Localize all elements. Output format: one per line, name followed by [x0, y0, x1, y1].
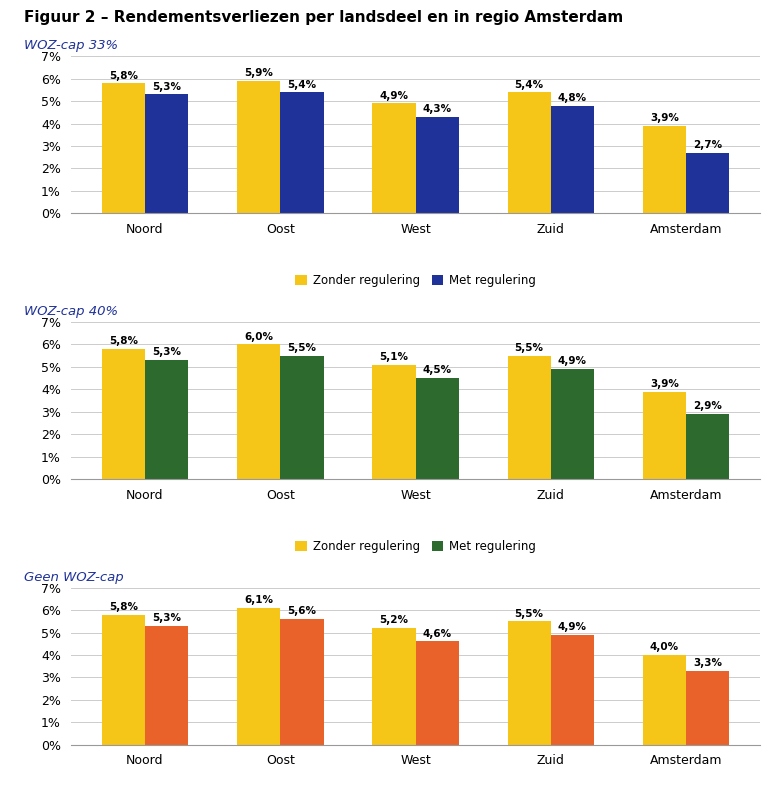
Bar [643, 655, 686, 745]
Bar [102, 349, 145, 479]
Text: 5,9%: 5,9% [244, 68, 273, 78]
Bar [237, 608, 280, 745]
Text: Figuur 2 – Rendementsverliezen per landsdeel en in regio Amsterdam: Figuur 2 – Rendementsverliezen per lands… [24, 10, 622, 25]
Text: 5,1%: 5,1% [379, 352, 408, 362]
Legend: Zonder regulering, Met regulering: Zonder regulering, Met regulering [290, 801, 541, 805]
Bar [102, 614, 145, 745]
Text: 5,8%: 5,8% [109, 602, 138, 612]
Bar [686, 671, 729, 745]
Text: 5,8%: 5,8% [109, 336, 138, 346]
Text: 4,8%: 4,8% [558, 93, 587, 103]
Bar [686, 414, 729, 479]
Bar [551, 634, 594, 745]
Bar [237, 345, 280, 479]
Bar [237, 81, 280, 213]
Bar [280, 356, 324, 479]
Bar [686, 153, 729, 213]
Text: 5,5%: 5,5% [514, 609, 543, 618]
Bar [643, 391, 686, 479]
Bar [102, 83, 145, 213]
Legend: Zonder regulering, Met regulering: Zonder regulering, Met regulering [290, 270, 541, 292]
Text: 4,6%: 4,6% [423, 629, 452, 639]
Bar [416, 117, 459, 213]
Text: 4,5%: 4,5% [423, 365, 452, 375]
Bar [372, 628, 416, 745]
Bar [145, 360, 188, 479]
Bar [416, 642, 459, 745]
Text: WOZ-cap 40%: WOZ-cap 40% [24, 305, 118, 318]
Text: 3,9%: 3,9% [650, 114, 679, 123]
Text: 5,8%: 5,8% [109, 71, 138, 80]
Bar [145, 94, 188, 213]
Bar [551, 105, 594, 213]
Bar [507, 93, 551, 213]
Text: 5,3%: 5,3% [152, 82, 181, 92]
Text: 5,2%: 5,2% [379, 615, 408, 625]
Bar [507, 621, 551, 745]
Bar [551, 369, 594, 479]
Text: 5,3%: 5,3% [152, 613, 181, 623]
Text: 4,3%: 4,3% [423, 104, 452, 114]
Bar [507, 356, 551, 479]
Text: 5,5%: 5,5% [288, 343, 317, 353]
Legend: Zonder regulering, Met regulering: Zonder regulering, Met regulering [290, 535, 541, 558]
Text: 2,9%: 2,9% [693, 401, 722, 411]
Text: 4,9%: 4,9% [558, 357, 587, 366]
Text: 6,0%: 6,0% [244, 332, 273, 342]
Text: 5,4%: 5,4% [287, 80, 317, 89]
Text: 2,7%: 2,7% [693, 140, 722, 150]
Text: 4,9%: 4,9% [558, 622, 587, 632]
Bar [372, 103, 416, 213]
Bar [280, 619, 324, 745]
Text: 5,4%: 5,4% [514, 80, 544, 89]
Text: 5,5%: 5,5% [514, 343, 543, 353]
Bar [280, 93, 324, 213]
Text: 6,1%: 6,1% [244, 595, 273, 605]
Bar [145, 625, 188, 745]
Text: 4,9%: 4,9% [379, 91, 408, 101]
Bar [372, 365, 416, 479]
Text: 5,6%: 5,6% [288, 606, 317, 617]
Text: 3,3%: 3,3% [693, 658, 722, 668]
Bar [643, 126, 686, 213]
Text: 3,9%: 3,9% [650, 379, 679, 389]
Text: 5,3%: 5,3% [152, 348, 181, 357]
Text: 4,0%: 4,0% [650, 642, 679, 652]
Text: WOZ-cap 33%: WOZ-cap 33% [24, 39, 118, 52]
Text: Geen WOZ-cap: Geen WOZ-cap [24, 571, 123, 584]
Bar [416, 378, 459, 479]
